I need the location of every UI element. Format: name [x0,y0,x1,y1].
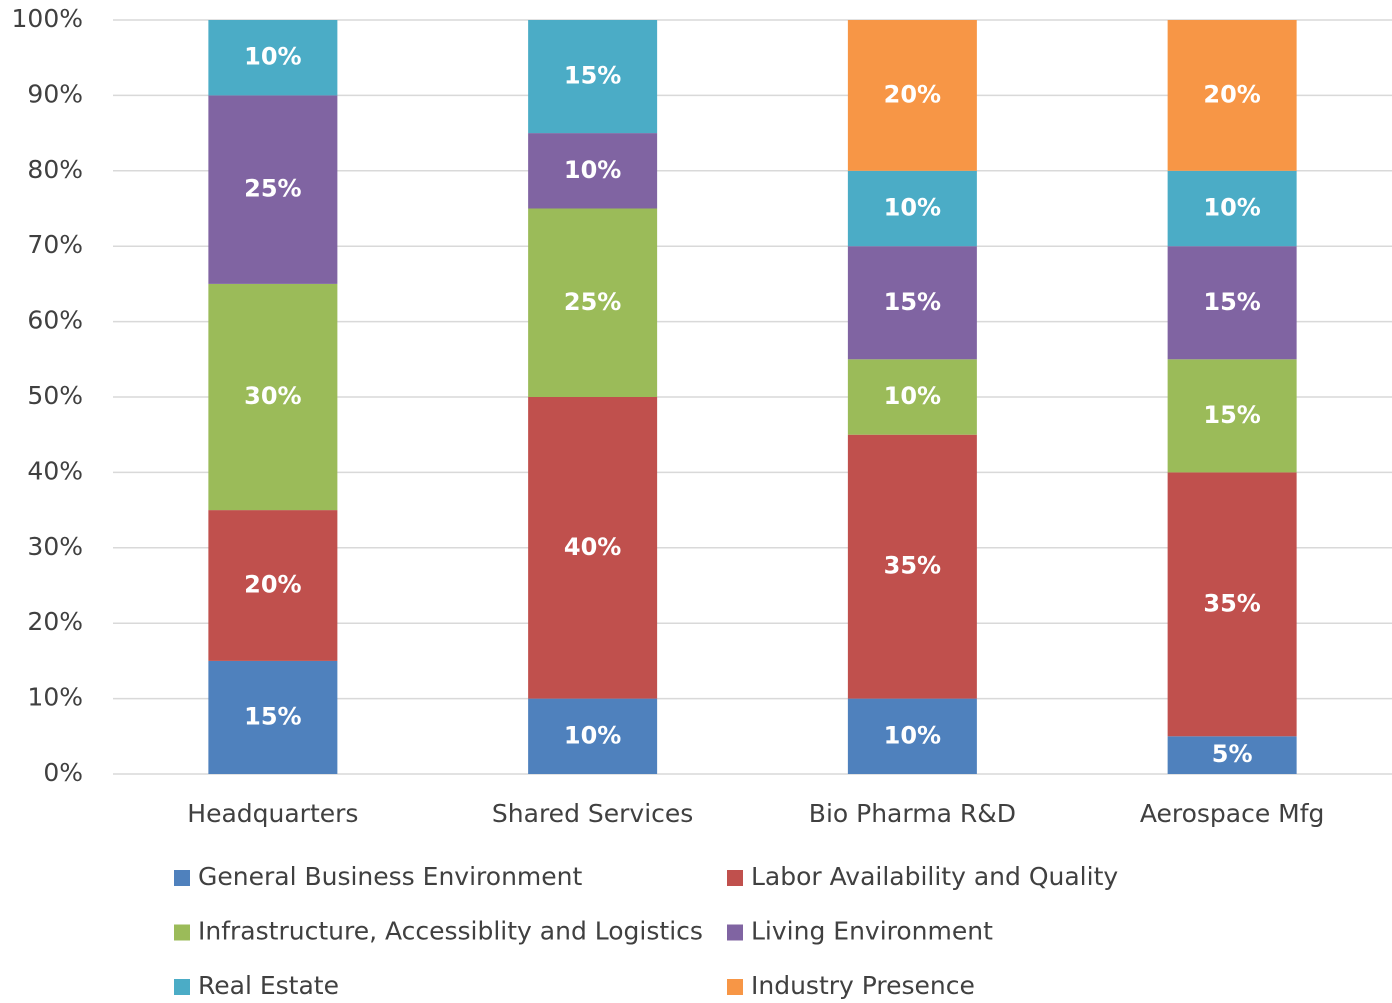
bar-segment [528,698,658,774]
data-label: 15% [244,702,301,730]
data-label: 25% [244,175,301,203]
data-label: 35% [884,552,941,580]
data-label: 15% [884,288,941,316]
bar-segment [208,510,338,661]
data-label: 30% [244,382,301,410]
data-label: 10% [244,43,301,71]
x-tick-label: Shared Services [492,799,693,828]
data-label: 10% [564,721,621,749]
y-tick-label: 80% [27,155,83,184]
legend-label: General Business Environment [198,862,582,891]
legend-swatch [727,979,743,995]
data-label: 35% [1203,589,1260,617]
bar-segment [208,660,338,774]
bar-segment [208,283,338,511]
bar-segment [847,246,977,360]
bar-segment [847,20,977,171]
legend-swatch [174,979,190,995]
data-label: 10% [1203,194,1260,222]
data-label: 10% [884,194,941,222]
bar-segment [847,359,977,435]
x-tick-label: Aerospace Mfg [1140,799,1325,828]
y-tick-label: 50% [27,381,83,410]
bar-segment [1167,472,1297,737]
legend-swatch [174,870,190,886]
bar-segment [1167,359,1297,473]
y-tick-label: 90% [27,79,83,108]
legend-label: Real Estate [198,971,339,1000]
data-label: 10% [884,382,941,410]
y-tick-label: 70% [27,230,83,259]
legend-label: Industry Presence [751,971,975,1000]
bar-segment [528,397,658,699]
x-tick-label: Bio Pharma R&D [809,799,1016,828]
data-label: 15% [564,62,621,90]
bar-segment [847,698,977,774]
data-label: 15% [1203,288,1260,316]
bar-segment [528,133,658,209]
y-tick-label: 100% [12,4,83,33]
data-label: 10% [884,721,941,749]
x-tick-label: Headquarters [187,799,358,828]
y-tick-label: 0% [43,758,83,787]
data-label: 25% [564,288,621,316]
data-label: 40% [564,533,621,561]
legend-swatch [727,870,743,886]
bar-segment [528,208,658,397]
bar-segment [528,20,658,134]
bar-segment [847,170,977,247]
data-label: 15% [1203,401,1260,429]
data-label: 5% [1212,740,1253,768]
y-tick-label: 40% [27,456,83,485]
bar-segment [1167,20,1297,171]
legend-swatch [727,924,743,941]
y-tick-label: 10% [27,683,83,712]
legend-label: Infrastructure, Accessiblity and Logisti… [198,917,703,946]
bar-segment [208,95,338,284]
data-label: 20% [884,80,941,108]
y-tick-label: 20% [27,607,83,636]
bar-segment [1167,246,1297,360]
legend-label: Living Environment [751,917,993,946]
y-tick-label: 60% [27,306,83,335]
data-label: 20% [244,571,301,599]
y-tick-label: 30% [27,532,83,561]
data-label: 20% [1203,80,1260,108]
bar-segment [208,20,338,96]
legend-label: Labor Availability and Quality [751,862,1118,891]
bar-segment [1167,736,1297,774]
data-label: 10% [564,156,621,184]
bar-segment [847,434,977,699]
legend-swatch [174,924,190,941]
bar-segment [1167,170,1297,247]
